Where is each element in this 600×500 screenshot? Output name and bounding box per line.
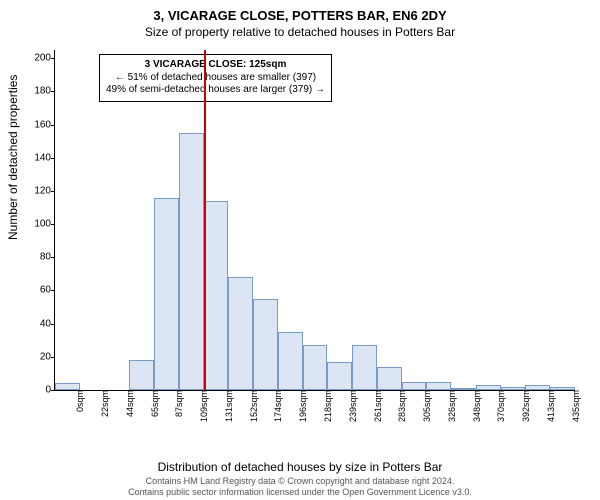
y-tick-mark xyxy=(51,158,55,159)
y-tick-label: 180 xyxy=(21,86,55,97)
y-tick-label: 0 xyxy=(21,385,55,396)
histogram-bar xyxy=(204,201,229,390)
footer-attribution: Contains HM Land Registry data © Crown c… xyxy=(0,476,600,498)
histogram-bar xyxy=(179,133,204,390)
y-tick-mark xyxy=(51,257,55,258)
chart-subtitle: Size of property relative to detached ho… xyxy=(0,23,600,39)
x-tick-label: 109sqm xyxy=(195,390,209,422)
x-tick-label: 283sqm xyxy=(393,390,407,422)
x-tick-label: 174sqm xyxy=(269,390,283,422)
y-tick-mark xyxy=(51,290,55,291)
x-tick-label: 370sqm xyxy=(492,390,506,422)
chart-title: 3, VICARAGE CLOSE, POTTERS BAR, EN6 2DY xyxy=(0,0,600,23)
x-tick-label: 239sqm xyxy=(344,390,358,422)
y-tick-label: 120 xyxy=(21,185,55,196)
histogram-bar xyxy=(402,382,427,390)
y-tick-mark xyxy=(51,58,55,59)
x-tick-label: 218sqm xyxy=(319,390,333,422)
y-tick-mark xyxy=(51,125,55,126)
chart-container: 3, VICARAGE CLOSE, POTTERS BAR, EN6 2DY … xyxy=(0,0,600,500)
x-tick-label: 305sqm xyxy=(418,390,432,422)
histogram-bar xyxy=(426,382,451,390)
x-tick-label: 348sqm xyxy=(468,390,482,422)
histogram-bar xyxy=(303,345,328,390)
x-axis-label: Distribution of detached houses by size … xyxy=(0,460,600,474)
x-tick-label: 413sqm xyxy=(542,390,556,422)
x-tick-label: 196sqm xyxy=(294,390,308,422)
histogram-bar xyxy=(154,198,179,390)
x-tick-label: 392sqm xyxy=(517,390,531,422)
y-tick-mark xyxy=(51,224,55,225)
y-tick-label: 140 xyxy=(21,152,55,163)
x-tick-label: 326sqm xyxy=(443,390,457,422)
histogram-bar xyxy=(327,362,352,390)
x-tick-label: 0sqm xyxy=(71,390,85,412)
reference-line xyxy=(204,50,206,390)
histogram-bar xyxy=(278,332,303,390)
x-tick-label: 87sqm xyxy=(170,390,184,417)
x-tick-label: 435sqm xyxy=(567,390,581,422)
x-tick-label: 22sqm xyxy=(96,390,110,417)
footer-line2: Contains public sector information licen… xyxy=(0,487,600,498)
y-tick-mark xyxy=(51,91,55,92)
y-axis-label: Number of detached properties xyxy=(6,75,20,240)
histogram-bar xyxy=(129,360,154,390)
histogram-bar xyxy=(352,345,377,390)
x-tick-label: 131sqm xyxy=(220,390,234,422)
histogram-bar xyxy=(377,367,402,390)
y-tick-label: 80 xyxy=(21,252,55,263)
annotation-box: 3 VICARAGE CLOSE: 125sqm ← 51% of detach… xyxy=(99,54,332,102)
y-tick-mark xyxy=(51,324,55,325)
x-tick-label: 261sqm xyxy=(369,390,383,422)
y-tick-mark xyxy=(51,191,55,192)
plot-area: 3 VICARAGE CLOSE: 125sqm ← 51% of detach… xyxy=(54,50,575,391)
histogram-bar xyxy=(253,299,278,390)
y-tick-label: 100 xyxy=(21,219,55,230)
histogram-bar xyxy=(55,383,80,390)
annotation-title: 3 VICARAGE CLOSE: 125sqm xyxy=(106,59,325,72)
y-tick-label: 20 xyxy=(21,351,55,362)
annotation-line-larger: 49% of semi-detached houses are larger (… xyxy=(106,84,325,97)
x-tick-label: 65sqm xyxy=(146,390,160,417)
y-tick-mark xyxy=(51,357,55,358)
x-tick-label: 152sqm xyxy=(245,390,259,422)
y-tick-label: 160 xyxy=(21,119,55,130)
footer-line1: Contains HM Land Registry data © Crown c… xyxy=(0,476,600,487)
y-tick-label: 40 xyxy=(21,318,55,329)
y-tick-label: 60 xyxy=(21,285,55,296)
annotation-line-smaller: ← 51% of detached houses are smaller (39… xyxy=(106,72,325,85)
y-tick-mark xyxy=(51,390,55,391)
histogram-bar xyxy=(228,277,253,390)
y-tick-label: 200 xyxy=(21,53,55,64)
x-tick-label: 44sqm xyxy=(121,390,135,417)
